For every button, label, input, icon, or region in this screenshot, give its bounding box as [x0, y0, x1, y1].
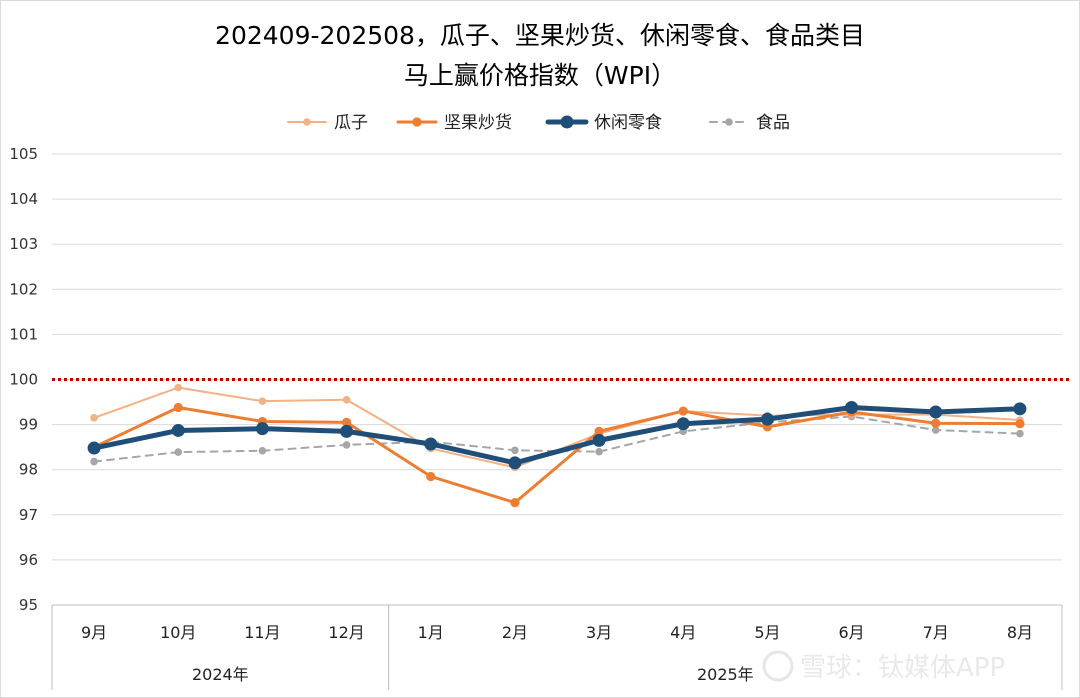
- data-point: [760, 412, 774, 426]
- data-point: [929, 405, 943, 419]
- y-tick-label: 104: [9, 190, 38, 208]
- data-point: [255, 422, 269, 436]
- data-point: [340, 424, 354, 438]
- watermark-text: 雪球：钛媒体APP: [800, 653, 1005, 683]
- legend-swatch-marker: [412, 117, 422, 127]
- y-tick-label: 101: [9, 325, 38, 343]
- legend-item-3: 休闲零食: [545, 113, 662, 133]
- data-point: [931, 426, 940, 434]
- x-tick-label: 8月: [1007, 623, 1033, 642]
- chart-title-line2: 马上赢价格指数（WPI）: [404, 61, 676, 90]
- x-tick-label: 3月: [586, 623, 612, 642]
- data-point: [595, 447, 603, 456]
- data-point: [342, 395, 351, 404]
- x-tick-label: 10月: [160, 623, 196, 642]
- series-group: [87, 383, 1027, 508]
- data-point: [845, 400, 859, 414]
- legend-label: 食品: [756, 113, 790, 133]
- x-tick-label: 7月: [923, 623, 949, 642]
- y-tick-label: 95: [19, 596, 38, 614]
- legend-label: 休闲零食: [594, 113, 662, 133]
- watermark-logo-icon: [762, 650, 794, 682]
- data-point: [87, 441, 101, 455]
- data-point: [171, 423, 185, 437]
- year-group-label: 2025年: [697, 665, 754, 684]
- legend-item-4: 食品: [709, 113, 790, 133]
- y-axis: 95 96 97 98 99 100 101 102 103 104 105: [9, 145, 38, 614]
- y-tick-label: 99: [19, 416, 38, 434]
- data-point: [508, 456, 522, 470]
- y-tick-label: 103: [9, 235, 38, 253]
- data-point: [1015, 419, 1025, 429]
- data-point: [592, 433, 606, 447]
- data-point: [510, 498, 520, 508]
- x-tick-label: 6月: [838, 623, 864, 642]
- data-point: [174, 448, 183, 456]
- data-point: [511, 446, 519, 455]
- data-point: [258, 446, 267, 455]
- series-line: [92, 405, 1022, 505]
- legend-swatch-marker: [560, 115, 574, 129]
- data-point: [342, 441, 351, 449]
- data-point: [90, 414, 98, 422]
- data-point: [174, 383, 183, 392]
- legend-label: 坚果炒货: [444, 113, 512, 133]
- legend-item-1: 瓜子: [287, 113, 368, 133]
- legend-label: 瓜子: [334, 113, 368, 133]
- data-point: [341, 417, 352, 427]
- data-point: [173, 402, 183, 413]
- data-point: [1016, 429, 1024, 438]
- x-tick-label: 1月: [418, 623, 444, 642]
- series-line: [91, 404, 1023, 466]
- legend-swatch-marker: [725, 118, 733, 126]
- x-tick-label: 9月: [81, 623, 107, 642]
- data-point: [258, 397, 267, 405]
- y-tick-label: 97: [19, 506, 38, 524]
- series-3: [87, 400, 1027, 470]
- legend-swatch-marker: [303, 118, 311, 126]
- x-tick-label: 5月: [754, 623, 780, 642]
- x-tick-label: 4月: [670, 623, 696, 642]
- watermark: 雪球：钛媒体APP: [762, 650, 1005, 683]
- x-axis: 9月 10月 11月 12月 1月 2月 3月 4月 5月 6月 7月 8月 2024年 2025年: [51, 604, 1063, 690]
- x-tick-label: 2月: [502, 623, 528, 642]
- legend-item-2: 坚果炒货: [396, 113, 512, 133]
- data-point: [594, 426, 604, 436]
- data-point: [676, 417, 690, 431]
- chart-title-line1: 202409-202508，瓜子、坚果炒货、休闲零食、食品类目: [215, 21, 865, 50]
- y-tick-label: 100: [9, 371, 38, 389]
- y-tick-label: 102: [9, 280, 38, 298]
- y-tick-label: 105: [9, 145, 38, 163]
- x-tick-label: 11月: [244, 623, 280, 642]
- year-group-label: 2024年: [192, 665, 249, 684]
- data-point: [1013, 402, 1027, 416]
- y-tick-label: 96: [19, 551, 38, 569]
- data-point: [424, 437, 438, 451]
- data-point: [931, 418, 941, 428]
- data-point: [90, 457, 98, 466]
- data-point: [426, 471, 436, 482]
- x-tick-label: 12月: [328, 623, 364, 642]
- y-tick-label: 98: [19, 461, 38, 479]
- data-point: [678, 406, 688, 416]
- legend: 瓜子 坚果炒货 休闲零食 食品: [287, 113, 790, 133]
